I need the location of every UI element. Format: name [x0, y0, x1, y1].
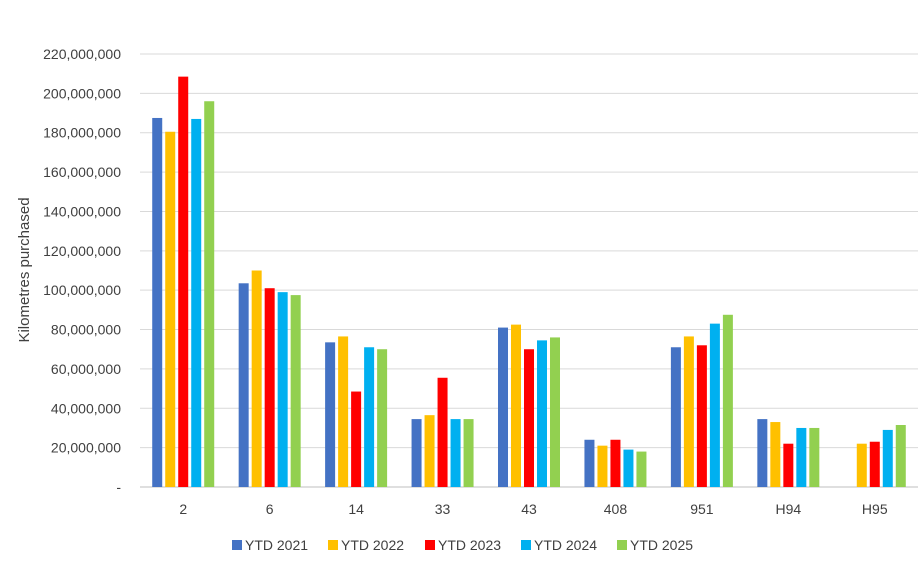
y-axis-ticks: - 20,000,000 40,000,000 60,000,000 80,000,00…: [43, 46, 121, 495]
bar-ytd-2023-cat-951: [696, 345, 707, 487]
bar-ytd-2022-cat-6: [251, 270, 262, 487]
bar-ytd-2021-cat-14: [325, 342, 336, 487]
y-tick-label: 40,000,000: [51, 400, 121, 416]
bar-ytd-2023-cat-14: [351, 391, 362, 487]
bar-ytd-2025-cat-951: [722, 314, 733, 487]
bar-ytd-2021-cat-951: [670, 347, 681, 487]
legend-label: YTD 2021: [245, 537, 308, 553]
bar-ytd-2023-cat-33: [437, 377, 448, 487]
bar-ytd-2024-cat-951: [709, 323, 720, 487]
bar-ytd-2024-cat-h94: [796, 427, 807, 487]
y-tick-label: 160,000,000: [43, 164, 121, 180]
bar-ytd-2021-cat-2: [152, 117, 163, 487]
bar-ytd-2022-cat-33: [424, 415, 435, 487]
x-tick-label: 951: [690, 501, 714, 517]
legend-label: YTD 2022: [341, 537, 404, 553]
bar-ytd-2025-cat-33: [463, 419, 474, 487]
y-tick-label: 220,000,000: [43, 46, 121, 62]
y-tick-label: -: [116, 479, 121, 495]
bar-ytd-2025-cat-h95: [895, 425, 906, 487]
bar-ytd-2025-cat-6: [290, 295, 301, 487]
legend-label: YTD 2024: [534, 537, 597, 553]
y-axis-label: Kilometres purchased: [16, 197, 33, 342]
y-tick-label: 60,000,000: [51, 361, 121, 377]
bar-ytd-2025-cat-43: [550, 337, 560, 487]
bar-ytd-2023-cat-6: [264, 288, 275, 487]
bar-ytd-2024-cat-43: [537, 340, 547, 487]
bar-ytd-2023-cat-408: [610, 439, 621, 487]
y-tick-label: 120,000,000: [43, 243, 121, 259]
bar-ytd-2023-cat-h94: [783, 443, 794, 487]
bar-ytd-2024-cat-33: [450, 419, 461, 487]
legend: YTD 2021 YTD 2022 YTD 2023 YTD 2024 YTD 2025: [232, 537, 693, 553]
bar-ytd-2023-cat-2: [178, 76, 189, 487]
y-tick-label: 80,000,000: [51, 322, 121, 338]
bar-ytd-2024-cat-h95: [882, 429, 893, 487]
bar-ytd-2023-cat-h95: [869, 441, 880, 487]
bar-ytd-2022-cat-951: [683, 336, 694, 487]
legend-swatch: [425, 540, 435, 550]
bar-ytd-2021-cat-408: [584, 439, 595, 487]
x-tick-label: H95: [862, 501, 888, 517]
bar-ytd-2022-cat-408: [597, 445, 608, 487]
legend-item: YTD 2021: [232, 537, 308, 553]
legend-swatch: [232, 540, 242, 550]
y-tick-label: 20,000,000: [51, 440, 121, 456]
legend-label: YTD 2025: [630, 537, 693, 553]
legend-item: YTD 2023: [425, 537, 501, 553]
bar-ytd-2022-cat-14: [338, 336, 349, 487]
bar-ytd-2025-cat-2: [204, 101, 215, 488]
legend-swatch: [617, 540, 627, 550]
bar-ytd-2025-cat-h94: [809, 427, 820, 487]
legend-item: YTD 2024: [521, 537, 597, 553]
x-tick-label: H94: [775, 501, 801, 517]
x-tick-label: 33: [435, 501, 451, 517]
y-tick-label: 140,000,000: [43, 203, 121, 219]
bar-ytd-2022-cat-h95: [856, 443, 867, 487]
bar-ytd-2024-cat-2: [191, 118, 202, 487]
legend-label: YTD 2023: [438, 537, 501, 553]
bars: [152, 76, 906, 488]
bar-ytd-2021-cat-h94: [757, 419, 768, 487]
bar-ytd-2024-cat-14: [364, 347, 375, 487]
y-tick-label: 100,000,000: [43, 282, 121, 298]
bar-ytd-2024-cat-408: [623, 449, 634, 487]
x-tick-label: 408: [604, 501, 628, 517]
legend-swatch: [328, 540, 338, 550]
y-tick-label: 200,000,000: [43, 85, 121, 101]
bar-ytd-2022-cat-2: [165, 131, 176, 488]
bar-ytd-2025-cat-14: [377, 349, 388, 487]
x-tick-label: 14: [348, 501, 364, 517]
x-tick-label: 2: [179, 501, 187, 517]
legend-item: YTD 2025: [617, 537, 693, 553]
x-tick-label: 43: [521, 501, 537, 517]
bar-ytd-2025-cat-408: [636, 451, 647, 487]
bar-ytd-2022-cat-h94: [770, 422, 781, 487]
legend-item: YTD 2022: [328, 537, 404, 553]
x-tick-label: 6: [266, 501, 274, 517]
y-tick-label: 180,000,000: [43, 125, 121, 141]
bar-ytd-2021-cat-33: [411, 419, 422, 487]
bar-ytd-2024-cat-6: [277, 292, 288, 487]
x-axis-ticks: 2 6 14 33 43 408 951 H94 H95: [179, 501, 888, 517]
legend-swatch: [521, 540, 531, 550]
bar-ytd-2023-cat-43: [524, 349, 534, 487]
bar-ytd-2021-cat-6: [238, 283, 249, 487]
bar-ytd-2022-cat-43: [511, 324, 521, 487]
bar-ytd-2021-cat-43: [498, 327, 508, 487]
